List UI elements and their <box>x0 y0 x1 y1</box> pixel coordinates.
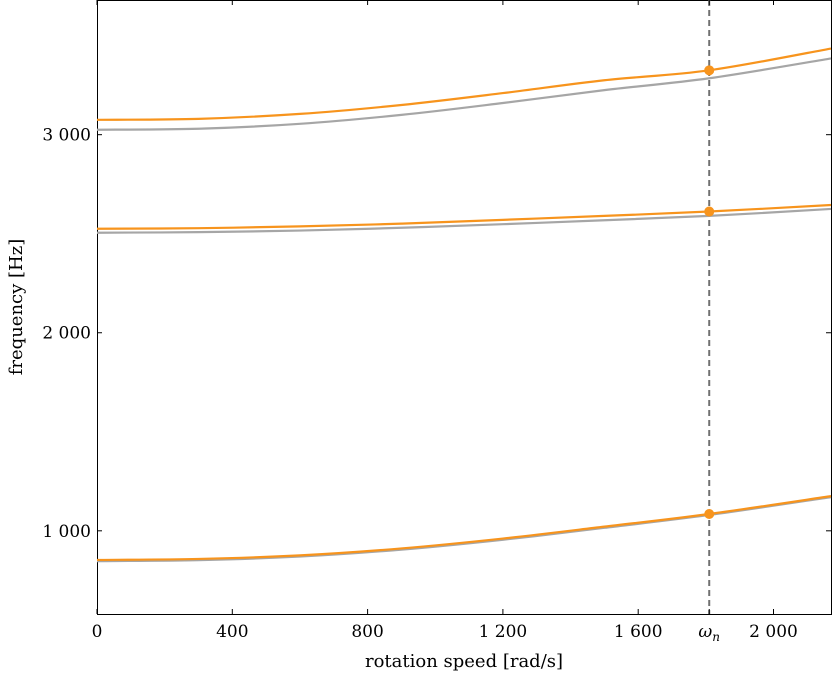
series-line-5 <box>96 57 832 131</box>
series-line-1 <box>96 496 832 563</box>
x-tick-label: 0 <box>92 622 103 642</box>
plot-frame <box>97 0 832 615</box>
omega-n-point-2 <box>704 206 715 217</box>
x-tick-label: 800 <box>351 622 383 642</box>
x-tick-label: 1 200 <box>479 622 528 642</box>
x-tick-label: 2 000 <box>749 622 798 642</box>
x-axis-label: rotation speed [rad/s] <box>365 651 563 672</box>
y-tick-label: 2 000 <box>42 324 91 344</box>
x-tick-label: 1 600 <box>614 622 663 642</box>
x-tick-label: 400 <box>216 622 248 642</box>
y-axis-label: frequency [Hz] <box>6 239 27 375</box>
omega-n-point-1 <box>704 508 715 519</box>
omega-n-point-3 <box>704 65 715 76</box>
series-line-6 <box>96 47 832 121</box>
series-line-2 <box>96 495 832 562</box>
series-line-3 <box>96 207 832 234</box>
y-tick-label: 3 000 <box>42 126 91 146</box>
x-tick-label: ωn <box>698 622 720 644</box>
y-tick-label: 1 000 <box>42 522 91 542</box>
